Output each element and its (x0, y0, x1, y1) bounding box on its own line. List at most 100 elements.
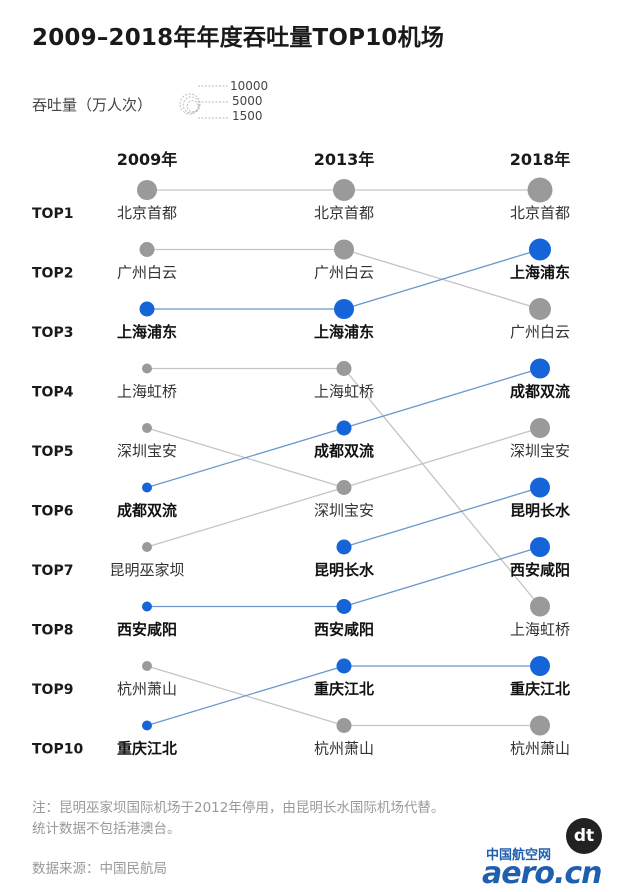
airport-dot (142, 482, 152, 493)
airport-label: 西安咸阳 (117, 621, 177, 639)
airport-dot (142, 720, 152, 731)
rank-label: TOP10 (32, 742, 83, 758)
connector-line (146, 486, 345, 548)
airport-dot (529, 298, 551, 320)
airport-label: 昆明巫家坝 (109, 561, 184, 579)
year-label: 2018年 (510, 150, 571, 169)
airport-dot (529, 238, 551, 261)
legend-value-small: 1500 (232, 109, 263, 123)
airport-label: 杭州萧山 (314, 740, 374, 758)
airport-dot (142, 601, 152, 612)
airport-dot (142, 363, 152, 374)
rank-label: TOP4 (32, 385, 74, 401)
site-logo-cn: 中国航空网 (486, 848, 552, 863)
rank-label: TOP1 (32, 206, 73, 222)
connector-line (146, 427, 345, 489)
airport-label: 上海浦东 (314, 323, 374, 341)
airport-label: 上海浦东 (510, 264, 570, 282)
airport-dot (530, 656, 550, 676)
dt-logo: dt (566, 818, 602, 854)
airport-label: 广州白云 (117, 264, 177, 282)
rank-label: TOP7 (32, 563, 73, 579)
rank-labels: TOP1 TOP2 TOP3 TOP4 TOP5 TOP6 TOP7 TOP8 TOP9 TOP1… (32, 206, 83, 758)
airport-label: 昆明长水 (314, 561, 375, 579)
airport-dot (336, 658, 352, 674)
airport-dot (336, 361, 352, 376)
year-labels: 2009年 2013年 2018年 (117, 150, 571, 169)
airport-label: 上海浦东 (117, 323, 177, 341)
airport-label: 北京首都 (117, 204, 177, 222)
airport-dot (336, 420, 352, 436)
airport-dot (139, 301, 155, 317)
airport-label: 深圳宝安 (117, 442, 177, 460)
airport-label: 重庆江北 (117, 740, 177, 758)
connector-line (343, 486, 541, 548)
airport-dot (334, 239, 354, 260)
airport-dot (530, 715, 550, 736)
airport-dot (142, 423, 152, 433)
connector-line (343, 368, 541, 607)
legend-circle-medium (182, 96, 200, 114)
footnote-2: 统计数据不包括港澳台。 (32, 821, 181, 837)
airport-label: 北京首都 (510, 204, 570, 222)
airport-label: 杭州萧山 (510, 740, 570, 758)
airport-dot (530, 537, 550, 557)
connector-line (343, 427, 541, 489)
airport-label: 北京首都 (314, 204, 374, 222)
airport-dot (336, 480, 352, 495)
rank-label: TOP6 (32, 504, 73, 520)
connector-line (146, 665, 345, 727)
connector-line (343, 248, 541, 310)
airport-dot (334, 299, 354, 319)
airport-label: 深圳宝安 (510, 442, 570, 460)
airport-label: 上海虹桥 (510, 621, 570, 639)
footnote-1: 注：昆明巫家坝国际机场于2012年停用，由昆明长水国际机场代替。 (32, 800, 445, 816)
airport-label: 重庆江北 (510, 680, 570, 698)
rank-label: TOP8 (32, 623, 73, 639)
airport-dot (530, 358, 550, 379)
airport-label: 成都双流 (314, 442, 374, 460)
airport-label: 成都双流 (510, 383, 570, 401)
airport-dot (530, 477, 550, 498)
airport-dot (333, 179, 355, 201)
airport-dot (336, 718, 352, 733)
airport-label: 上海虹桥 (314, 383, 374, 401)
airport-dot (336, 599, 352, 614)
rank-label: TOP3 (32, 325, 73, 341)
slope-chart: 北京首都广州白云上海浦东上海虹桥深圳宝安成都双流昆明巫家坝西安咸阳杭州萧山重庆江… (32, 85, 571, 758)
airport-label: 深圳宝安 (314, 502, 374, 520)
page-title: 2009–2018年年度吞吐量TOP10机场 (32, 25, 445, 51)
airport-labels: 北京首都广州白云上海浦东上海虹桥深圳宝安成都双流昆明巫家坝西安咸阳杭州萧山重庆江… (109, 204, 571, 758)
rank-label: TOP9 (32, 682, 73, 698)
airport-dot (336, 539, 352, 555)
data-source: 数据来源：中国民航局 (32, 861, 167, 877)
connector-line (343, 367, 541, 429)
airport-dot (142, 542, 152, 552)
rank-label: TOP2 (32, 266, 73, 282)
legend-circle-large (179, 93, 201, 115)
airport-label: 成都双流 (117, 502, 177, 520)
connector-lines (146, 189, 541, 727)
airport-label: 重庆江北 (314, 680, 374, 698)
airport-label: 广州白云 (510, 323, 570, 341)
airport-dots (137, 177, 553, 736)
airport-label: 西安咸阳 (314, 621, 374, 639)
airport-label: 广州白云 (314, 264, 374, 282)
airport-dot (142, 661, 152, 671)
legend-circle-small (186, 100, 199, 113)
airport-label: 西安咸阳 (510, 561, 570, 579)
legend-size-circles (179, 85, 228, 119)
airport-dot (530, 418, 550, 438)
legend-value-large: 10000 (230, 79, 269, 93)
airport-label: 昆明长水 (510, 502, 571, 520)
site-logo: aero.cn (482, 856, 603, 891)
airport-dot (527, 177, 553, 203)
legend-label: 吞吐量（万人次） (32, 96, 153, 114)
year-label: 2013年 (314, 150, 375, 169)
airport-dot (137, 180, 157, 200)
rank-label: TOP5 (32, 444, 73, 460)
airport-label: 上海虹桥 (117, 383, 177, 401)
airport-dot (139, 242, 155, 257)
connector-line (343, 546, 541, 608)
year-label: 2009年 (117, 150, 178, 169)
